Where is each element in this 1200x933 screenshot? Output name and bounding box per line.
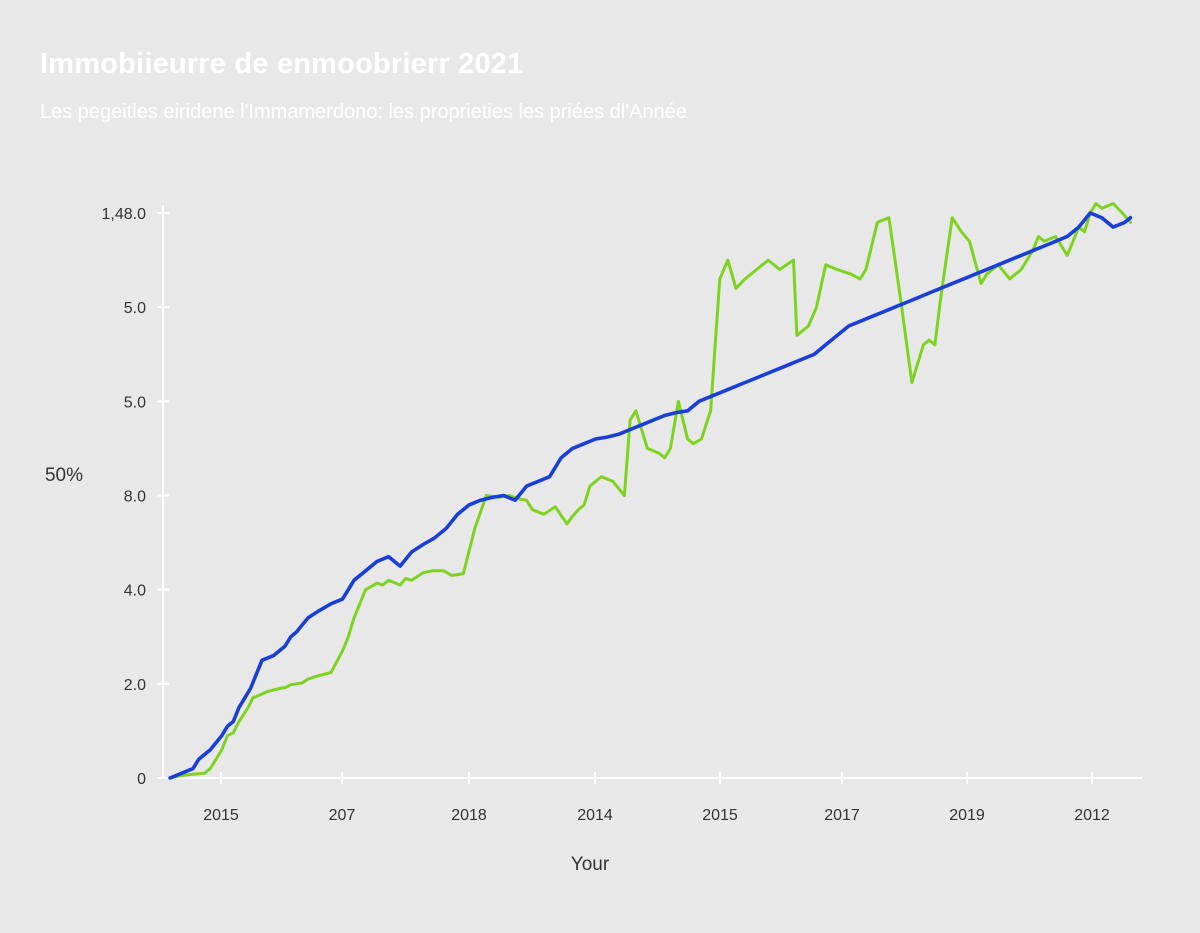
y-tick-label: 1,48.0 — [102, 206, 147, 223]
x-axis-ticks: 2015 207 2018 2014 2015 2017 2019 2012 — [203, 772, 1110, 824]
y-tick-label: 8.0 — [124, 489, 146, 506]
series-layer — [168, 202, 1133, 780]
y-tick-label: 5.0 — [124, 394, 146, 411]
series-line-blue — [168, 211, 1133, 780]
y-tick-label: 4.0 — [124, 583, 146, 600]
x-tick-label: 2015 — [702, 807, 738, 824]
x-tick-label: 2015 — [203, 807, 239, 824]
chart-subtitle: Les pegeitles eiridene l'Immamerdono: le… — [40, 101, 687, 123]
x-tick-label: 207 — [329, 807, 356, 824]
y-tick-label: 2.0 — [124, 677, 146, 694]
x-axis-label: Your — [571, 854, 610, 875]
series-line-green — [168, 202, 1132, 780]
x-tick-label: 2019 — [949, 807, 985, 824]
y-tick-label: 0 — [137, 771, 146, 788]
y-tick-label: 5.0 — [124, 300, 146, 317]
x-tick-label: 2012 — [1074, 807, 1110, 824]
x-tick-label: 2018 — [451, 807, 487, 824]
chart-title: Immobiieurre de enmoobrierr 2021 — [40, 48, 524, 80]
y-axis-ticks: 0 2.0 4.0 8.0 5.0 5.0 1,48.0 — [102, 206, 169, 788]
chart-axes — [160, 205, 1142, 779]
x-tick-label: 2017 — [824, 807, 860, 824]
x-tick-label: 2014 — [577, 807, 613, 824]
y-axis-label: 50% — [45, 465, 83, 486]
